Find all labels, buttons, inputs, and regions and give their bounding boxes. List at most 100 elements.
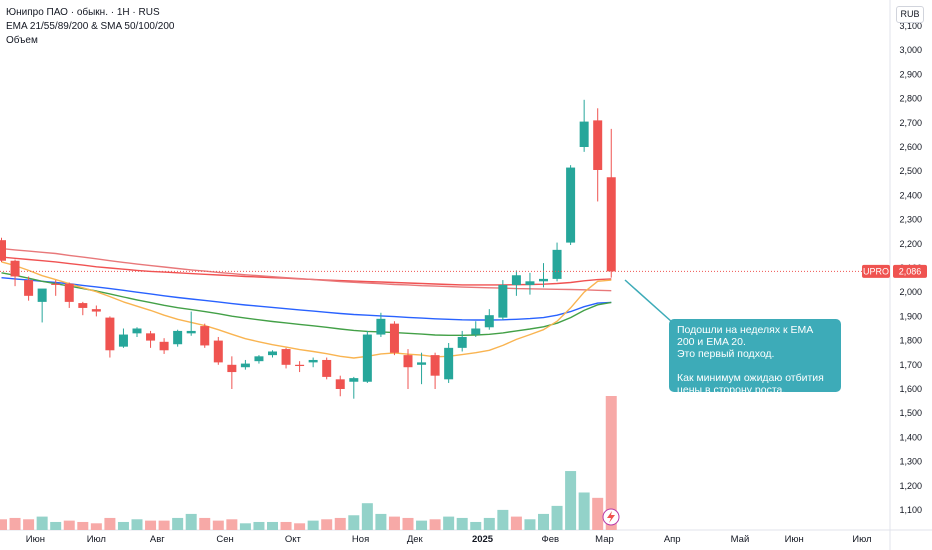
candle-body <box>146 333 156 341</box>
volume-bar <box>592 497 604 530</box>
x-tick-label: Май <box>731 534 750 545</box>
price-tag-value-bg <box>893 264 927 278</box>
annotation-line: цены в сторону роста. <box>677 384 786 396</box>
y-tick-label: 2,800 <box>899 94 922 104</box>
volume-bar <box>524 519 536 530</box>
volume-bar <box>77 521 89 530</box>
y-tick-label: 2,400 <box>899 190 922 200</box>
candle-body <box>24 280 34 296</box>
candle-body <box>389 323 399 353</box>
volume-bar <box>63 520 75 530</box>
price-tag-value: 2,086 <box>899 266 922 276</box>
candle-body <box>78 303 88 308</box>
volume-bar <box>497 509 509 530</box>
volume-bar <box>388 516 400 530</box>
candle-body <box>240 363 250 368</box>
volume-bar <box>538 513 549 530</box>
x-tick-label: Авг <box>150 534 165 545</box>
volume-bar <box>253 521 265 530</box>
moving-averages <box>1 247 612 359</box>
volume-bar <box>267 521 278 530</box>
candle-body <box>403 355 413 368</box>
price-tag-ticker-bg <box>862 264 890 278</box>
annotation-line: Это первый подход. <box>677 348 775 360</box>
y-tick-label: 2,200 <box>899 239 922 249</box>
candle-body <box>322 359 332 377</box>
candle-body <box>444 347 454 380</box>
x-tick-label: Ноя <box>352 534 369 545</box>
currency-badge[interactable]: RUB <box>896 6 924 23</box>
x-tick-label: Апр <box>664 534 681 545</box>
ma-line <box>1 272 612 336</box>
y-tick-label: 1,400 <box>899 432 922 442</box>
volume-bar <box>104 517 116 530</box>
annotation-line: Как минимум ожидаю отбития <box>677 372 824 384</box>
candle-body <box>335 379 345 389</box>
volume-bar <box>578 492 590 530</box>
symbol-title[interactable]: Юнипро ПАО · обыкн. · 1Н · RUS <box>6 7 160 18</box>
candle-body <box>227 364 237 373</box>
x-tick-label: Июн <box>26 534 45 545</box>
candle-body <box>173 330 183 345</box>
volume-bars <box>0 396 617 530</box>
candle-body <box>118 334 128 347</box>
x-tick-label: Сен <box>216 534 233 545</box>
y-tick-label: 3,100 <box>899 21 922 31</box>
volume-bar <box>443 516 455 530</box>
candle-body <box>579 121 589 147</box>
volume-bar <box>23 519 35 530</box>
volume-label[interactable]: Объем <box>6 35 38 46</box>
ma-line <box>1 261 612 359</box>
candle-body <box>511 275 521 285</box>
volume-bar <box>158 520 170 530</box>
candle-body <box>186 330 196 334</box>
y-tick-label: 2,500 <box>899 166 922 176</box>
volume-bar <box>9 517 21 530</box>
y-tick-label: 1,100 <box>899 505 922 515</box>
candle-body <box>593 120 603 170</box>
volume-bar <box>565 471 577 530</box>
volume-bar <box>172 517 184 530</box>
volume-bar <box>50 521 62 530</box>
candle-body <box>349 378 359 382</box>
candle-body <box>484 315 494 328</box>
volume-bar <box>280 521 292 530</box>
volume-bar <box>212 520 224 530</box>
y-tick-label: 1,700 <box>899 360 922 370</box>
x-tick-label: 2025 <box>472 534 494 545</box>
candle-body <box>10 260 20 277</box>
ma-line <box>1 247 612 292</box>
y-tick-label: 1,800 <box>899 336 922 346</box>
y-tick-label: 1,300 <box>899 457 922 467</box>
candle-body <box>457 336 467 348</box>
volume-bar <box>429 519 441 530</box>
candle-body <box>37 288 47 302</box>
candle-body <box>200 326 210 346</box>
candle-body <box>91 309 101 312</box>
volume-bar <box>456 517 468 530</box>
volume-bar <box>470 521 482 530</box>
y-tick-label: 2,300 <box>899 215 922 225</box>
candle-body <box>254 356 264 362</box>
candle-body <box>566 167 576 243</box>
annotation-line: 200 и EMA 20. <box>677 336 746 348</box>
candle-body <box>159 341 169 351</box>
price-tag: UPRO 2,086 <box>862 264 927 278</box>
candle-body <box>268 351 277 356</box>
volume-bar <box>199 517 211 530</box>
y-tick-label: 2,900 <box>899 69 922 79</box>
volume-bar <box>145 520 157 530</box>
candle-body <box>498 284 508 318</box>
candle-body <box>417 362 427 365</box>
volume-bar <box>348 515 360 530</box>
lightning-icon[interactable] <box>602 508 620 526</box>
volume-bar <box>483 517 495 530</box>
candle-body <box>308 359 318 363</box>
indicator-label[interactable]: EMA 21/55/89/200 & SMA 50/100/200 <box>6 21 175 32</box>
volume-bar <box>90 523 102 530</box>
annotation-callout[interactable]: Подошли на неделях к EMA 200 и EMA 20. Э… <box>669 319 841 396</box>
candle-body <box>525 281 535 285</box>
candle-body <box>51 283 61 285</box>
volume-bar <box>375 513 387 530</box>
